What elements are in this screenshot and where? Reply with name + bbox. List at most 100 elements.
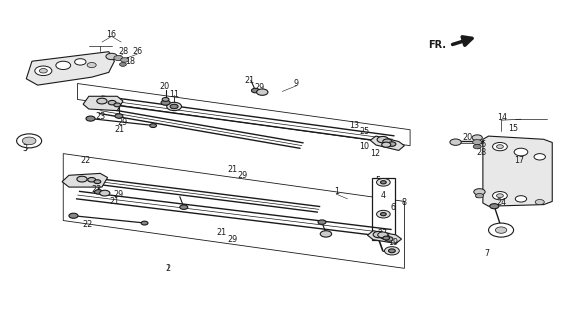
Circle shape <box>251 88 259 93</box>
Circle shape <box>534 154 545 160</box>
Text: 3: 3 <box>23 144 27 153</box>
Text: 12: 12 <box>370 149 380 158</box>
Circle shape <box>108 100 116 105</box>
Text: FR.: FR. <box>428 40 446 50</box>
Circle shape <box>381 181 386 184</box>
Text: 29: 29 <box>237 172 247 180</box>
Text: 21: 21 <box>216 228 226 237</box>
Circle shape <box>473 144 481 149</box>
Text: 20: 20 <box>160 82 169 91</box>
Text: 28: 28 <box>118 47 128 56</box>
Text: 15: 15 <box>508 124 519 133</box>
Text: 22: 22 <box>81 156 91 164</box>
Circle shape <box>381 212 386 216</box>
Polygon shape <box>368 231 402 244</box>
Circle shape <box>318 220 326 224</box>
Circle shape <box>150 124 157 127</box>
Circle shape <box>77 176 87 182</box>
Text: 23: 23 <box>95 113 105 122</box>
Circle shape <box>35 66 52 76</box>
Polygon shape <box>370 136 404 150</box>
Circle shape <box>377 210 390 218</box>
Text: 21: 21 <box>109 197 120 206</box>
Text: 7: 7 <box>484 249 490 258</box>
Text: 5: 5 <box>375 176 380 185</box>
Text: 21: 21 <box>227 165 238 174</box>
Text: 29: 29 <box>114 189 124 199</box>
Circle shape <box>75 59 86 65</box>
Circle shape <box>488 223 514 237</box>
Text: 21: 21 <box>114 125 124 134</box>
Circle shape <box>496 194 503 197</box>
Text: 29: 29 <box>118 118 128 127</box>
Circle shape <box>56 61 71 69</box>
Circle shape <box>86 116 95 121</box>
Circle shape <box>100 190 110 196</box>
Circle shape <box>115 114 123 118</box>
Circle shape <box>320 231 332 237</box>
Circle shape <box>382 142 391 147</box>
Circle shape <box>388 142 396 146</box>
Text: 28: 28 <box>476 148 486 157</box>
Circle shape <box>180 205 188 209</box>
Circle shape <box>385 247 400 255</box>
Circle shape <box>492 192 507 200</box>
Text: 17: 17 <box>514 156 524 164</box>
Text: 4: 4 <box>380 191 385 200</box>
Text: 19: 19 <box>388 238 398 247</box>
Circle shape <box>473 140 482 145</box>
Circle shape <box>69 213 78 218</box>
Circle shape <box>380 234 389 239</box>
Circle shape <box>495 227 507 233</box>
Text: 11: 11 <box>169 90 179 99</box>
Circle shape <box>373 231 385 238</box>
Text: 8: 8 <box>402 197 407 206</box>
Circle shape <box>514 148 528 156</box>
Text: 8: 8 <box>475 190 480 200</box>
Circle shape <box>114 55 123 60</box>
Text: 27: 27 <box>378 229 388 238</box>
Circle shape <box>377 179 390 186</box>
Text: 21: 21 <box>245 76 255 85</box>
Text: 25: 25 <box>360 127 370 136</box>
Circle shape <box>377 136 389 143</box>
Text: 1: 1 <box>333 188 339 196</box>
Text: 26: 26 <box>476 140 486 149</box>
Circle shape <box>22 137 36 145</box>
Circle shape <box>490 204 499 209</box>
Circle shape <box>535 199 544 204</box>
Polygon shape <box>26 52 115 85</box>
Circle shape <box>121 58 129 62</box>
Polygon shape <box>62 173 108 187</box>
Text: 14: 14 <box>497 114 507 123</box>
Text: 6: 6 <box>390 203 396 212</box>
Circle shape <box>474 189 485 195</box>
Circle shape <box>385 237 393 241</box>
Circle shape <box>256 89 268 95</box>
Circle shape <box>95 190 103 194</box>
Text: 23: 23 <box>91 185 101 194</box>
Text: 10: 10 <box>360 142 369 151</box>
Text: 24: 24 <box>496 197 506 206</box>
Circle shape <box>170 104 178 109</box>
Circle shape <box>496 145 503 148</box>
Circle shape <box>161 100 170 105</box>
Circle shape <box>114 103 121 107</box>
Polygon shape <box>372 178 395 240</box>
Polygon shape <box>83 96 123 111</box>
Text: 20: 20 <box>462 132 472 141</box>
Circle shape <box>141 221 148 225</box>
Text: 18: 18 <box>125 57 135 66</box>
Circle shape <box>389 249 396 253</box>
Circle shape <box>120 62 127 66</box>
Text: 13: 13 <box>349 121 359 130</box>
Circle shape <box>383 236 390 240</box>
Circle shape <box>515 196 527 202</box>
Circle shape <box>378 232 388 238</box>
Circle shape <box>94 180 101 184</box>
Circle shape <box>383 139 392 144</box>
Circle shape <box>167 102 181 111</box>
Text: 16: 16 <box>107 30 117 39</box>
Polygon shape <box>483 136 552 206</box>
Circle shape <box>450 139 461 145</box>
